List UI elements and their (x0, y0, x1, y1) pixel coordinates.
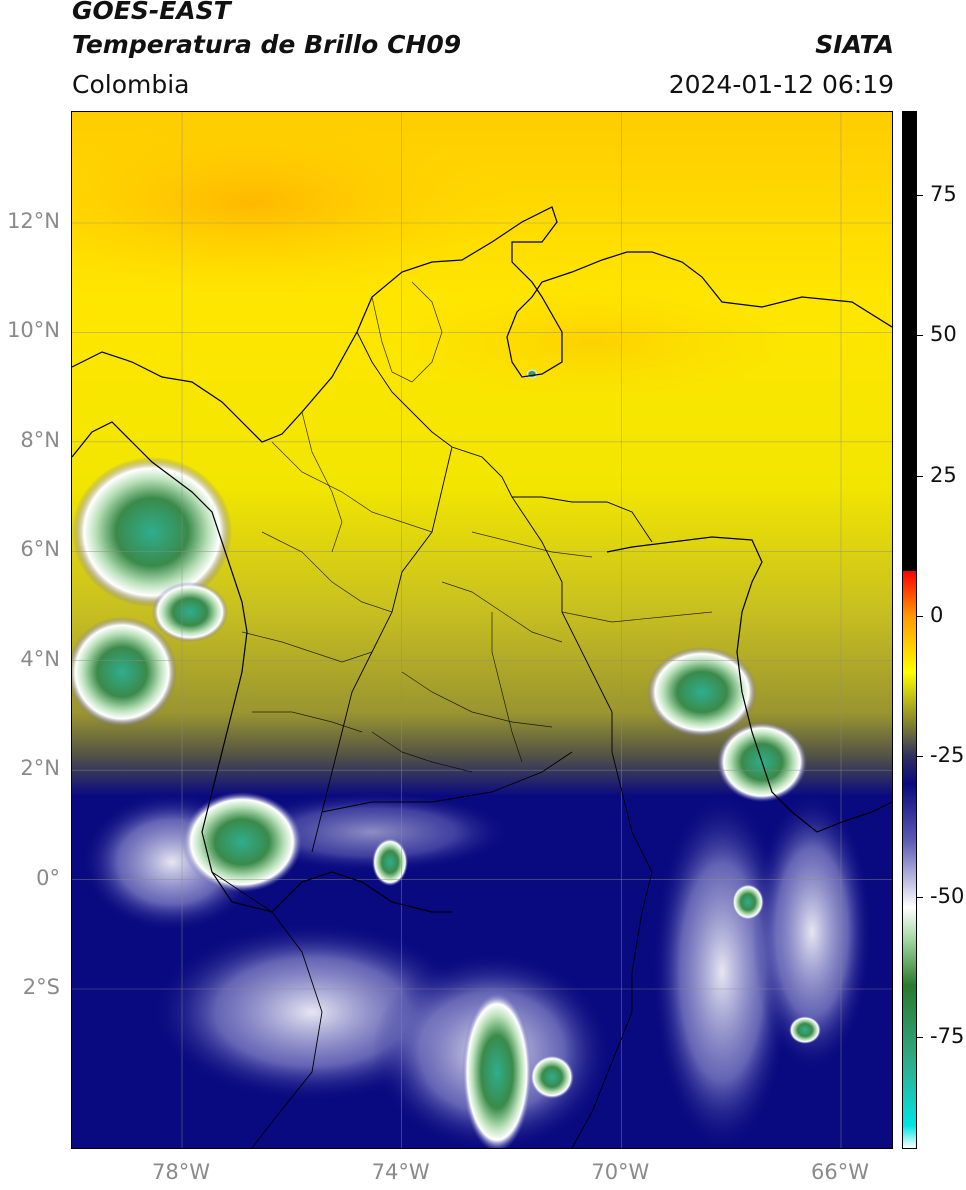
latitude-tick-label: 4°N (20, 646, 60, 671)
timestamp-label: 2024-01-12 06:19 (668, 70, 894, 99)
cloud-streaks (82, 792, 872, 1148)
colorbar-tick-label: 50 (930, 322, 957, 347)
latitude-tick-label: 6°N (20, 537, 60, 562)
colorbar-tick-label: 25 (930, 462, 957, 487)
colorbar-tick (917, 615, 923, 617)
region-subtitle: Colombia (72, 70, 190, 99)
colorbar-tick (917, 1036, 923, 1038)
latitude-tick-label: 12°N (7, 209, 60, 233)
latitude-tick-label: 8°N (20, 427, 60, 452)
title-line1: GOES-EAST (72, 0, 231, 25)
longitude-tick-label: 78°W (152, 1160, 210, 1184)
colorbar-tick (917, 335, 923, 337)
colorbar-tick-label: -75 (930, 1023, 965, 1048)
organization-label: SIATA (815, 30, 894, 59)
colorbar-tick-label: 75 (930, 182, 957, 207)
latitude-tick-label: 0° (36, 865, 60, 890)
longitude-tick-label: 74°W (371, 1160, 430, 1184)
country-borders (211, 331, 653, 1148)
colorbar-tick (917, 756, 923, 758)
map-gridlines (72, 112, 892, 1148)
latitude-tick-label: 10°N (7, 318, 60, 343)
department-borders (241, 281, 713, 773)
longitude-tick-label: 66°W (811, 1160, 869, 1184)
title-line2: Temperatura de Brillo CH09 (72, 30, 462, 59)
colorbar-tick (917, 195, 923, 197)
colorbar-tick (917, 475, 923, 477)
satellite-map[interactable] (71, 111, 893, 1149)
colorbar (902, 111, 917, 1149)
colorbar-tick-label: -50 (930, 883, 965, 908)
convective-cells (72, 369, 821, 1148)
latitude-tick-label: 2°N (20, 756, 60, 781)
coastlines (72, 206, 892, 913)
colorbar-tick-label: -25 (930, 743, 965, 768)
colorbar-tick-label: 0 (930, 602, 944, 627)
map-canvas (72, 112, 892, 1148)
latitude-tick-label: 2°S (22, 975, 60, 999)
colorbar-tick (917, 896, 923, 898)
longitude-tick-label: 70°W (591, 1160, 650, 1184)
